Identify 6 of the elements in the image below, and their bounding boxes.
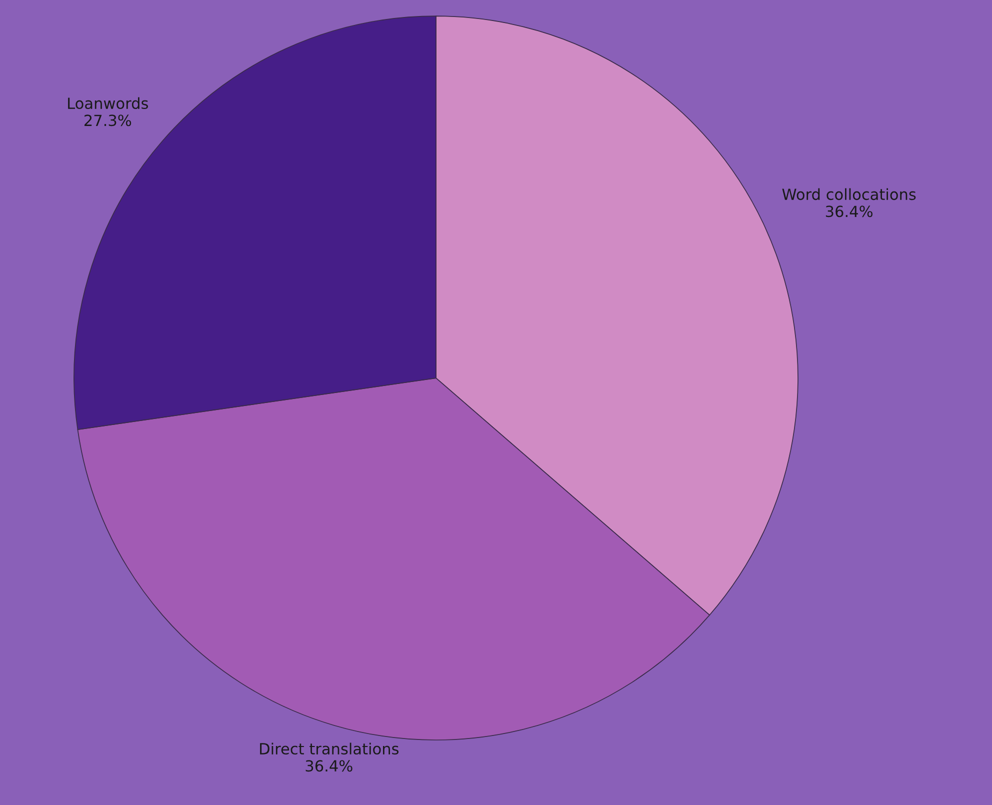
slice-label: Direct translations (260, 742, 399, 755)
slice-label: Loanwords (68, 97, 148, 110)
slice-label: Word collocations (782, 188, 916, 200)
data-label: 27.3% (84, 114, 132, 126)
data-label: 36.4% (826, 206, 872, 218)
data-label: 36.4% (306, 760, 352, 772)
